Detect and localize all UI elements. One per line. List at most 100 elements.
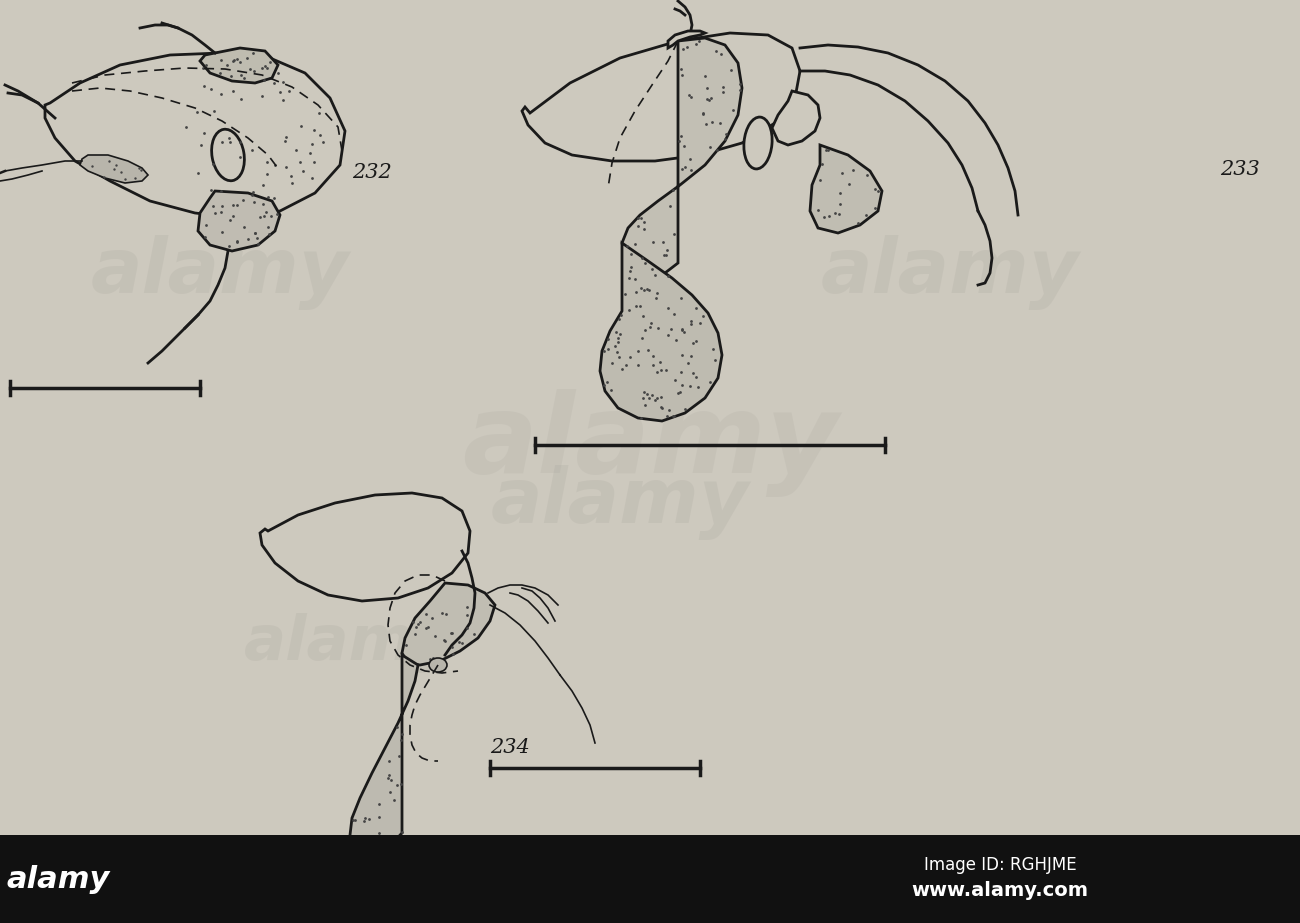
- Point: [302, 171, 322, 186]
- Point: [659, 199, 680, 214]
- Point: [257, 190, 278, 205]
- Point: [656, 409, 677, 424]
- Ellipse shape: [429, 658, 447, 672]
- Point: [303, 154, 324, 169]
- Point: [632, 330, 653, 345]
- Point: [410, 614, 430, 629]
- Point: [234, 220, 255, 234]
- Point: [857, 167, 878, 182]
- Point: [359, 811, 380, 826]
- Point: [187, 165, 208, 180]
- Point: [681, 349, 702, 364]
- Point: [624, 236, 645, 251]
- Point: [436, 607, 456, 622]
- Point: [129, 161, 150, 175]
- Point: [619, 303, 640, 318]
- Point: [616, 357, 637, 372]
- Point: [642, 358, 663, 373]
- Point: [224, 53, 244, 67]
- Ellipse shape: [212, 129, 244, 181]
- Point: [380, 785, 400, 799]
- Point: [649, 354, 670, 369]
- Polygon shape: [350, 655, 419, 855]
- Point: [99, 153, 120, 168]
- Point: [672, 321, 693, 336]
- Point: [256, 155, 277, 170]
- Point: [601, 383, 621, 398]
- Point: [131, 162, 152, 177]
- Point: [422, 651, 443, 665]
- Point: [696, 117, 716, 132]
- Point: [227, 234, 248, 249]
- Point: [269, 85, 290, 100]
- Point: [302, 137, 322, 151]
- Point: [211, 184, 231, 198]
- Point: [247, 231, 268, 246]
- Point: [642, 262, 663, 277]
- Point: [211, 87, 231, 102]
- Point: [815, 142, 836, 157]
- Point: [658, 328, 679, 342]
- Point: [867, 184, 888, 198]
- Point: [266, 206, 287, 221]
- Point: [664, 372, 685, 387]
- Point: [697, 91, 718, 106]
- Point: [677, 40, 698, 54]
- Point: [222, 198, 243, 213]
- Point: [443, 647, 464, 662]
- Point: [632, 250, 653, 265]
- Point: [672, 42, 693, 56]
- Point: [252, 177, 273, 192]
- Point: [633, 282, 654, 297]
- Point: [230, 92, 251, 107]
- Point: [220, 135, 240, 150]
- Point: [233, 193, 254, 208]
- Point: [705, 353, 725, 367]
- Text: 233: 233: [1219, 160, 1260, 179]
- Point: [607, 335, 628, 350]
- Bar: [0, 835, 1300, 923]
- Point: [451, 635, 472, 650]
- Point: [628, 343, 649, 358]
- Point: [211, 66, 231, 80]
- Polygon shape: [260, 493, 471, 601]
- Point: [655, 363, 676, 378]
- Point: [664, 227, 685, 242]
- Point: [685, 36, 706, 51]
- Point: [680, 314, 701, 329]
- Point: [682, 336, 703, 351]
- Text: alamy: alamy: [244, 613, 456, 673]
- Point: [610, 327, 630, 342]
- Point: [693, 309, 714, 324]
- Point: [248, 237, 269, 252]
- Point: [286, 142, 307, 157]
- Point: [436, 633, 456, 648]
- Point: [660, 321, 681, 336]
- Point: [607, 330, 628, 345]
- Point: [677, 355, 698, 370]
- Point: [403, 615, 424, 629]
- Point: [729, 82, 750, 97]
- Point: [628, 357, 649, 372]
- Point: [273, 93, 294, 108]
- Point: [633, 222, 654, 236]
- Polygon shape: [810, 145, 881, 233]
- Point: [220, 69, 240, 84]
- Point: [448, 635, 469, 650]
- Point: [698, 92, 719, 107]
- Point: [671, 291, 692, 306]
- Point: [238, 232, 259, 246]
- Point: [810, 173, 831, 187]
- Point: [604, 339, 625, 354]
- Polygon shape: [402, 583, 495, 665]
- Point: [389, 749, 410, 763]
- Point: [670, 129, 690, 144]
- Point: [425, 629, 446, 643]
- Point: [430, 652, 451, 666]
- Point: [386, 720, 407, 735]
- Point: [272, 74, 292, 89]
- Point: [663, 409, 684, 424]
- Point: [621, 259, 642, 274]
- Point: [663, 183, 684, 198]
- Point: [642, 349, 663, 364]
